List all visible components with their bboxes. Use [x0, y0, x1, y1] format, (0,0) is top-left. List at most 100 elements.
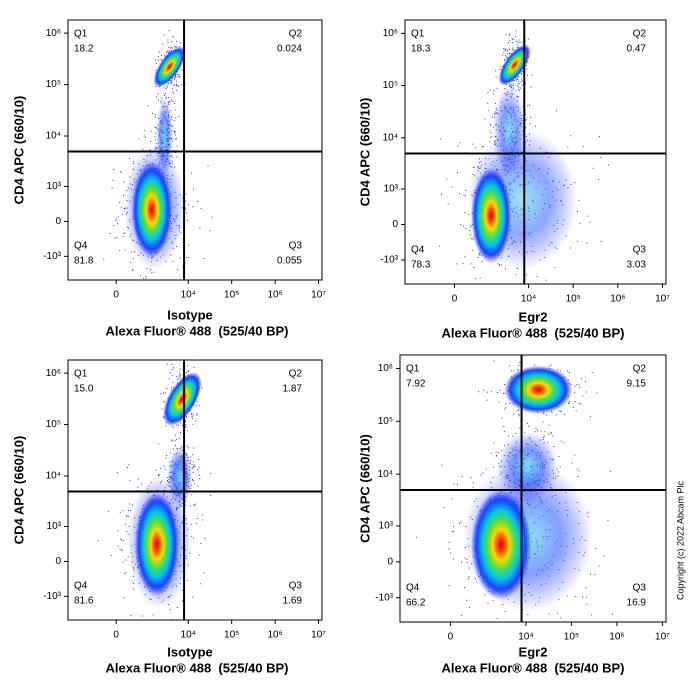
quadrant-name: Q3 — [289, 241, 303, 252]
event-dot — [582, 145, 584, 147]
event-dot — [480, 474, 482, 476]
event-dot — [128, 463, 130, 465]
event-dot — [582, 596, 584, 598]
event-dot — [163, 401, 165, 403]
quadrant-percent: 15.0 — [74, 384, 94, 395]
event-dot — [521, 80, 523, 82]
event-dot — [585, 391, 587, 393]
event-dot — [157, 55, 159, 57]
event-dot — [201, 514, 203, 516]
event-dot — [507, 53, 509, 55]
event-dot — [465, 189, 467, 191]
event-dot — [495, 452, 497, 454]
event-dot — [174, 79, 176, 81]
event-dot — [121, 539, 123, 541]
event-dot — [568, 403, 570, 405]
event-dot — [499, 389, 501, 391]
event-dot — [126, 531, 128, 533]
plot-frame — [399, 354, 667, 623]
event-dot — [113, 169, 115, 171]
event-dot — [158, 59, 160, 61]
event-dot — [591, 372, 593, 374]
event-dot — [460, 521, 462, 523]
event-dot — [497, 262, 499, 264]
event-dot — [175, 46, 177, 48]
event-dot — [167, 83, 169, 85]
event-dot — [178, 437, 180, 439]
event-dot — [535, 427, 537, 429]
event-dot — [192, 596, 194, 598]
event-dot — [169, 609, 171, 611]
event-dot — [600, 156, 602, 158]
event-dot — [485, 468, 487, 470]
event-dot — [492, 126, 494, 128]
y-tick-label: 10⁴ — [378, 469, 393, 480]
event-dot — [483, 389, 485, 391]
x-tick-label: 10⁵ — [224, 290, 239, 301]
event-dot — [155, 63, 157, 65]
event-dot — [457, 145, 459, 147]
event-dot — [557, 369, 559, 371]
event-dot — [154, 116, 156, 118]
x-tick-label: 10⁶ — [268, 630, 283, 641]
event-dot — [515, 79, 517, 81]
event-dot — [518, 90, 520, 92]
event-dot — [126, 515, 128, 517]
event-dot — [501, 417, 503, 419]
event-dot — [460, 561, 462, 563]
event-dot — [512, 38, 514, 40]
event-dot — [133, 582, 135, 584]
event-dot — [193, 465, 195, 467]
event-dot — [130, 614, 132, 616]
event-dot — [548, 613, 550, 615]
x-tick-label: 10⁷ — [655, 294, 670, 305]
event-dot — [520, 72, 522, 74]
event-dot — [186, 212, 188, 214]
event-dot — [451, 498, 453, 500]
event-dot — [192, 537, 194, 539]
event-dot — [513, 370, 515, 372]
event-dot — [505, 403, 507, 405]
event-dot — [504, 48, 506, 50]
event-dot — [174, 132, 176, 134]
density-plot: -10³ 0 10³ 10⁴ 10⁵ 10⁶ 0 10⁴ 10⁵ 10⁶ 10⁷ Q1 15.0 Q2 1.… — [11, 359, 326, 675]
event-dot — [172, 91, 174, 93]
event-dot — [482, 146, 484, 148]
event-dot — [193, 483, 195, 485]
event-dot — [138, 138, 140, 140]
event-dot — [145, 278, 147, 280]
event-dot — [190, 460, 192, 462]
event-dot — [487, 102, 489, 104]
event-dot — [490, 136, 492, 138]
event-dot — [504, 383, 506, 385]
event-dot — [515, 432, 517, 434]
event-dot — [526, 422, 528, 424]
event-dot — [585, 587, 587, 589]
event-dot — [486, 399, 488, 401]
y-tick-label: 10⁶ — [46, 28, 61, 39]
event-dot — [177, 85, 179, 87]
event-dot — [172, 157, 174, 159]
event-dot — [185, 200, 187, 202]
event-dot — [201, 387, 203, 389]
event-dot — [119, 171, 121, 173]
event-dot — [600, 241, 602, 243]
event-dot — [612, 613, 614, 615]
event-dot — [170, 110, 172, 112]
event-dot — [489, 89, 491, 91]
event-dot — [110, 554, 112, 556]
event-dot — [172, 382, 174, 384]
event-dot — [461, 614, 463, 616]
event-dot — [163, 465, 165, 467]
event-dot — [468, 229, 470, 231]
event-dot — [191, 494, 193, 496]
y-tick-label: 10⁵ — [46, 79, 61, 90]
event-dot — [161, 59, 163, 61]
event-dot — [172, 36, 174, 38]
event-dot — [572, 406, 574, 408]
x-tick-label: 10⁶ — [609, 632, 624, 643]
event-dot — [178, 74, 180, 76]
event-dot — [560, 440, 562, 442]
event-dot — [592, 167, 594, 169]
